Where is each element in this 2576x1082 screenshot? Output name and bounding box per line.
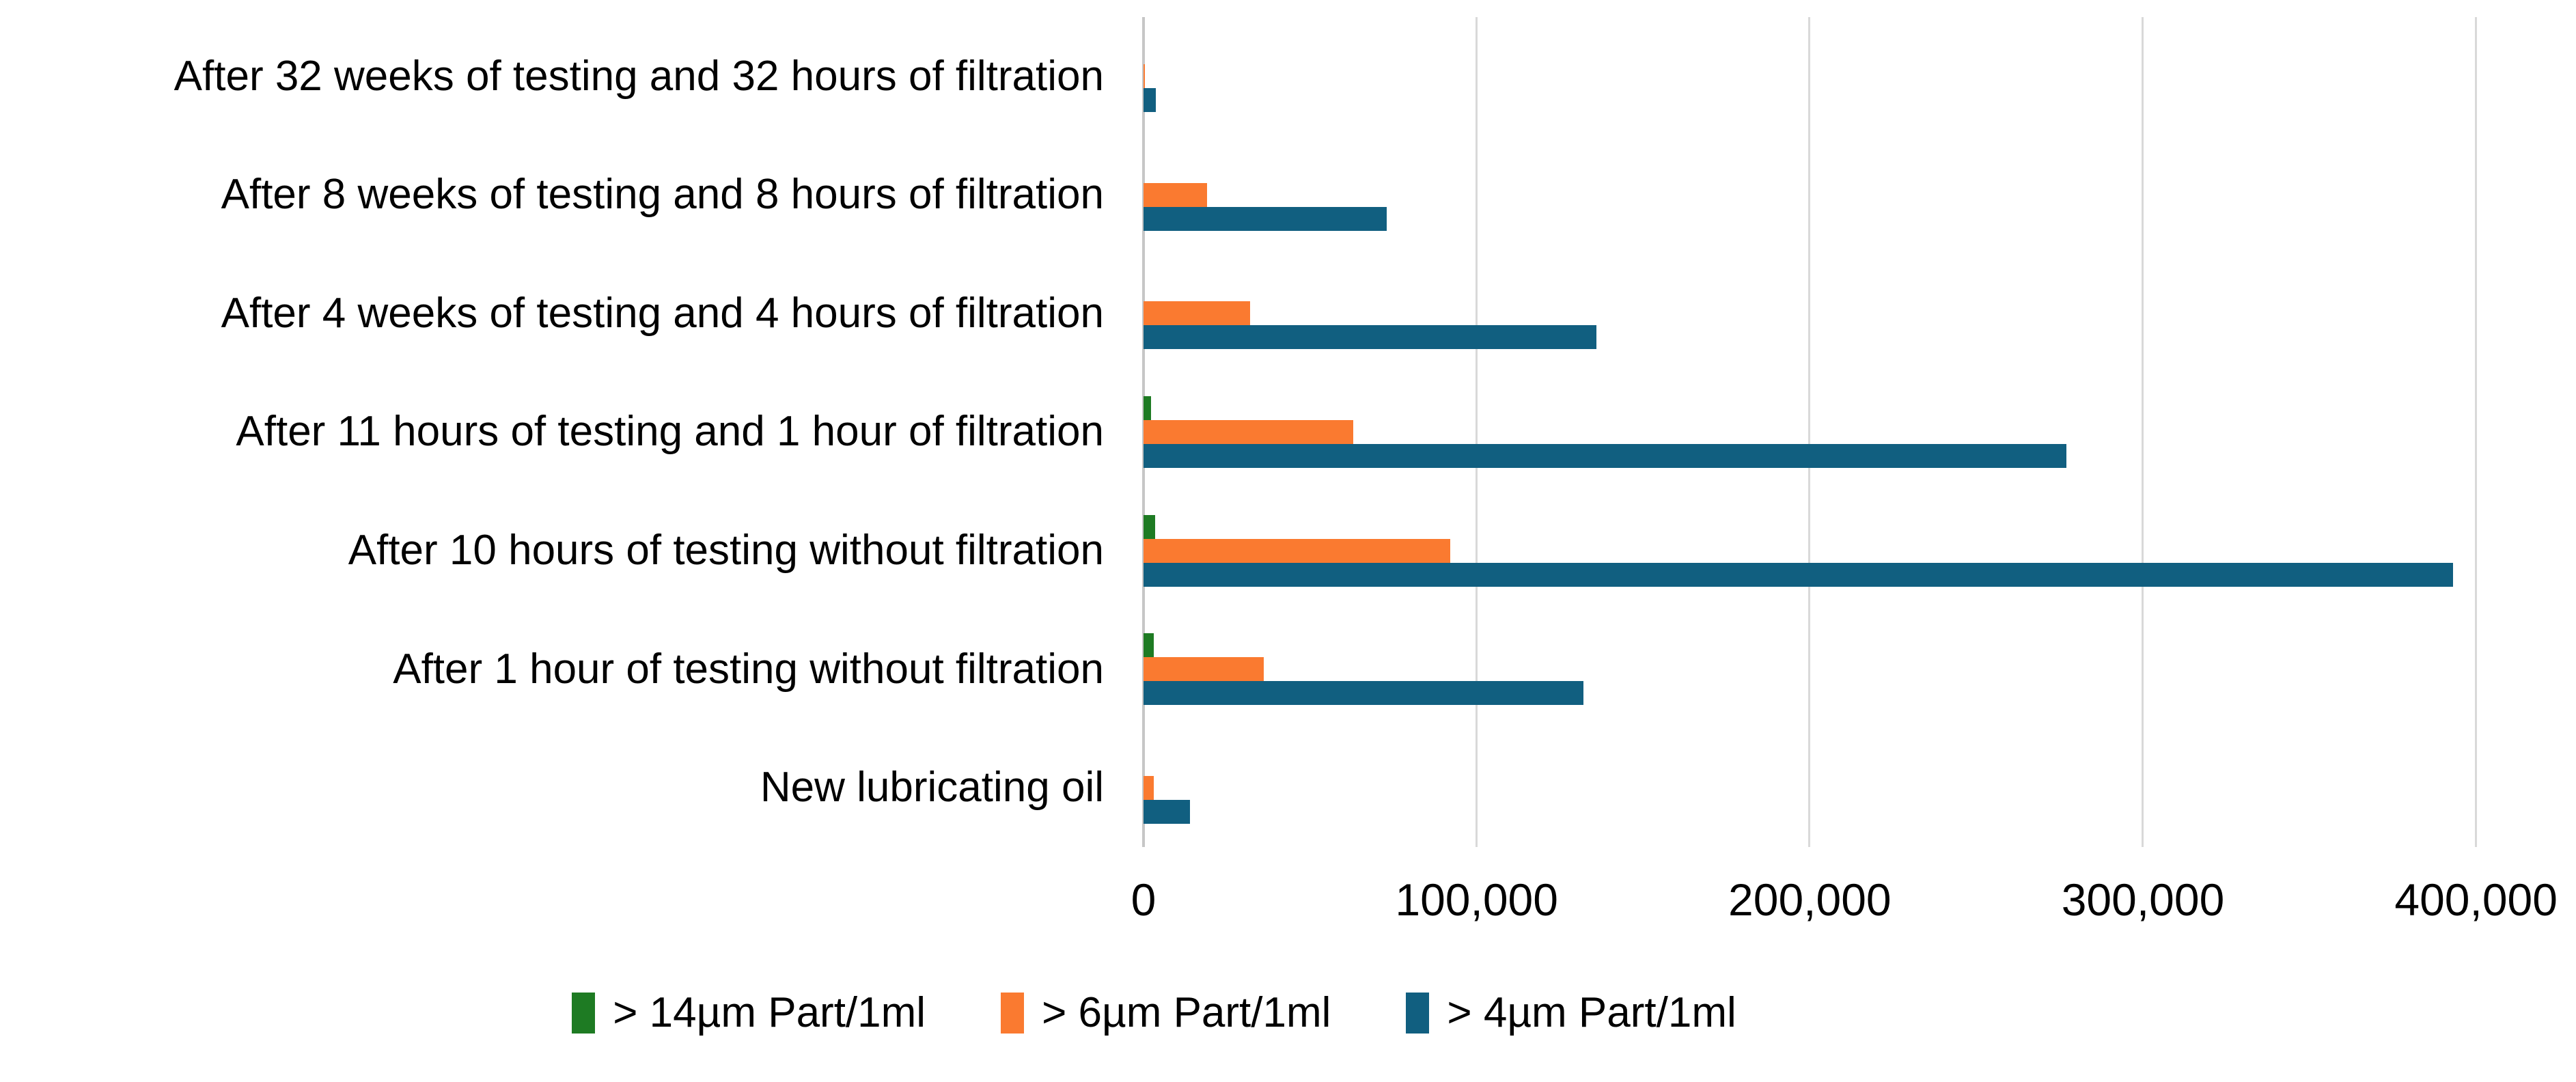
bar-gt14um bbox=[1144, 396, 1151, 420]
x-tick-label: 400,000 bbox=[2394, 874, 2558, 925]
bar-gt4um bbox=[1144, 325, 1596, 350]
bar-gt4um bbox=[1144, 88, 1156, 113]
bar-row bbox=[1144, 373, 2576, 492]
bar-gt6um bbox=[1144, 775, 1154, 800]
gridline bbox=[2474, 17, 2477, 847]
legend: > 14µm Part/1ml > 6µm Part/1ml > 4µm Part/… bbox=[0, 975, 2442, 1051]
legend-label-gt4um: > 4µm Part/1ml bbox=[1447, 989, 1736, 1036]
legend-swatch-gt14um bbox=[572, 993, 596, 1034]
category-label: After 11 hours of testing and 1 hour of … bbox=[236, 408, 1104, 456]
x-tick-label: 0 bbox=[1131, 874, 1157, 925]
category-label: After 1 hour of testing without filtrati… bbox=[393, 645, 1104, 693]
category-axis: After 32 weeks of testing and 32 hours o… bbox=[0, 17, 1104, 847]
legend-item-gt14um: > 14µm Part/1ml bbox=[572, 992, 926, 1034]
category-label: After 10 hours of testing without filtra… bbox=[348, 526, 1104, 574]
bar-gt4um bbox=[1144, 799, 1190, 824]
bar-gt4um bbox=[1144, 206, 1387, 231]
bar-gt6um bbox=[1144, 64, 1145, 89]
bar-row bbox=[1144, 491, 2576, 610]
category-label: After 8 weeks of testing and 8 hours of … bbox=[221, 171, 1104, 219]
bar-row bbox=[1144, 254, 2576, 373]
category-label: After 32 weeks of testing and 32 hours o… bbox=[174, 52, 1104, 100]
bar-row bbox=[1144, 17, 2576, 136]
gridline bbox=[1808, 17, 1811, 847]
legend-item-gt4um: > 4µm Part/1ml bbox=[1406, 992, 1736, 1034]
x-tick-label: 200,000 bbox=[1728, 874, 1892, 925]
bar-gt14um bbox=[1144, 514, 1155, 539]
bar-gt6um bbox=[1144, 538, 1450, 563]
bar-row bbox=[1144, 728, 2576, 847]
bar-gt6um bbox=[1144, 419, 1353, 444]
bar-gt4um bbox=[1144, 681, 1583, 706]
legend-swatch-gt4um bbox=[1406, 993, 1430, 1034]
category-label: New lubricating oil bbox=[760, 764, 1104, 812]
bar-gt6um bbox=[1144, 301, 1250, 326]
legend-swatch-gt6um bbox=[1001, 993, 1025, 1034]
x-tick-label: 100,000 bbox=[1395, 874, 1558, 925]
category-label: After 4 weeks of testing and 4 hours of … bbox=[221, 289, 1104, 337]
legend-item-gt6um: > 6µm Part/1ml bbox=[1001, 992, 1331, 1034]
bar-gt14um bbox=[1144, 633, 1154, 658]
bar-gt4um bbox=[1144, 443, 2066, 468]
bar-row bbox=[1144, 610, 2576, 729]
x-axis: 0 100,000 200,000 300,000 400,000 bbox=[1131, 869, 2576, 930]
gridline bbox=[2142, 17, 2144, 847]
bar-gt4um bbox=[1144, 562, 2453, 587]
gridline bbox=[1475, 17, 1478, 847]
plot-area bbox=[1142, 17, 2576, 847]
bar-gt6um bbox=[1144, 657, 1264, 682]
bar-gt6um bbox=[1144, 182, 1207, 207]
x-tick-label: 300,000 bbox=[2061, 874, 2225, 925]
bar-row bbox=[1144, 136, 2576, 255]
legend-label-gt14um: > 14µm Part/1ml bbox=[613, 989, 926, 1036]
legend-label-gt6um: > 6µm Part/1ml bbox=[1042, 989, 1331, 1036]
